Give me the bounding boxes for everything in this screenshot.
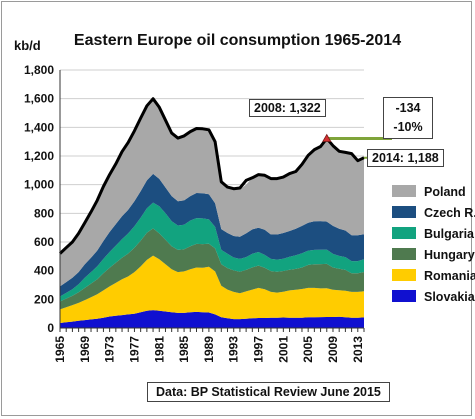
y-tick-label: 1,800 [24, 63, 54, 77]
x-tick-label: 1989 [202, 336, 216, 363]
area-hungary [60, 228, 364, 310]
legend-item-romania: Romania [392, 265, 475, 286]
y-axis-unit-label: kb/d [14, 38, 41, 53]
x-tick-label: 1973 [103, 336, 117, 363]
y-tick-label: 200 [34, 292, 54, 306]
x-tick-label: 2001 [276, 336, 290, 363]
y-tick-label: 1,400 [24, 120, 54, 134]
change-pct-label: -10% [393, 120, 423, 134]
y-tick-label: 0 [47, 321, 54, 335]
total-consumption-line [58, 97, 365, 255]
y-tick-label: 400 [34, 264, 54, 278]
axes: 0 200 400 600 800 1,000 1,200 1,400 1,600 1,800 19… [24, 63, 365, 363]
y-tick-label: 1,200 [24, 149, 54, 163]
area-poland [60, 98, 364, 287]
x-tick-label: 1981 [152, 336, 166, 363]
legend-label: Romania [424, 268, 475, 283]
change-abs-label: -134 [395, 101, 421, 115]
legend-label: Hungary [424, 247, 475, 262]
y-tick-label: 800 [34, 206, 54, 220]
stacked-areas [60, 98, 364, 328]
source-note: Data: BP Statistical Review June 2015 [147, 382, 390, 402]
legend-swatch [392, 185, 416, 197]
peak-marker [322, 133, 332, 142]
x-tick-label: 2013 [351, 336, 365, 363]
change-annotation: -134 -10% [383, 97, 433, 139]
legend-swatch [392, 248, 416, 260]
legend-label: Czech R. [424, 205, 475, 220]
legend-item-bulgaria: Bulgaria [392, 223, 475, 244]
legend-label: Slovakia [424, 289, 475, 304]
latest-2014-annotation: 2014: 1,188 [367, 149, 444, 167]
total-line-group [58, 97, 365, 255]
chart-title: Eastern Europe oil consumption 1965-2014 [73, 32, 402, 49]
legend: Poland Czech R. Bulgaria Hungary Romania Slov… [392, 181, 475, 307]
legend-swatch [392, 206, 416, 218]
area-bulgaria [60, 202, 364, 302]
x-tick-label: 1977 [127, 336, 141, 363]
legend-label: Poland [424, 184, 466, 199]
x-tick-label: 1985 [177, 336, 191, 363]
legend-item-slovakia: Slovakia [392, 286, 475, 307]
x-tick-label: 1993 [227, 336, 241, 363]
legend-label: Bulgaria [424, 226, 475, 241]
y-tick-label: 1,600 [24, 92, 54, 106]
x-tick-label: 1965 [53, 336, 67, 363]
legend-swatch [392, 269, 416, 281]
x-tick-label: 2005 [301, 336, 315, 363]
legend-item-czech-r: Czech R. [392, 202, 475, 223]
y-tick-label: 600 [34, 235, 54, 249]
legend-swatch [392, 290, 416, 302]
legend-item-hungary: Hungary [392, 244, 475, 265]
area-czech-r [60, 173, 364, 297]
x-tick-label: 2009 [326, 336, 340, 363]
area-romania [60, 255, 364, 323]
area-slovakia [60, 310, 364, 328]
peak-2008-annotation: 2008: 1,322 [249, 99, 326, 117]
legend-item-poland: Poland [392, 181, 475, 202]
x-tick-label: 1997 [252, 336, 266, 363]
x-tick-label: 1969 [78, 336, 92, 363]
legend-swatch [392, 227, 416, 239]
y-tick-label: 1,000 [24, 178, 54, 192]
